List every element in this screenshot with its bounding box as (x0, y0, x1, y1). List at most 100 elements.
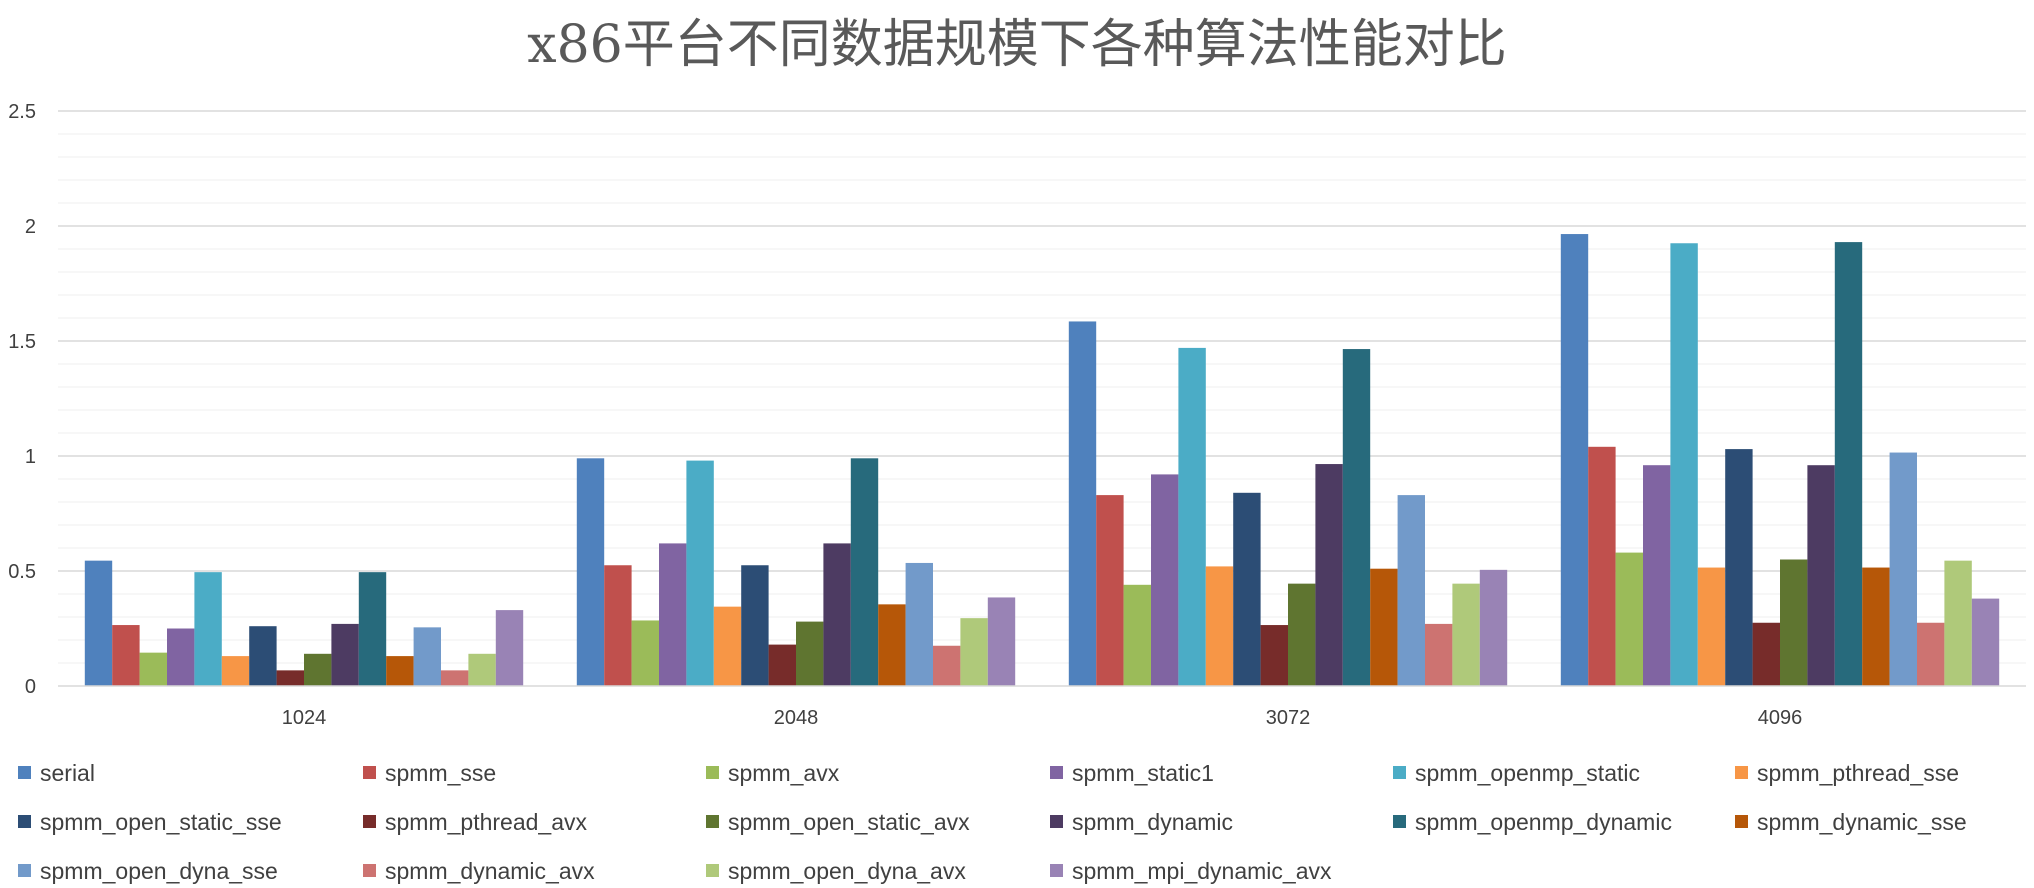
bar (304, 653, 332, 686)
bar (987, 597, 1016, 686)
bar (741, 565, 769, 686)
x-axis-categories: 1024 2048 3072 4096 (282, 707, 1803, 729)
bar (1971, 598, 2000, 686)
legend-label: spmm_dynamic_sse (1757, 809, 1967, 835)
bar (1862, 567, 1890, 686)
bar (1889, 452, 1917, 686)
y-tick-label: 1 (25, 446, 36, 468)
legend-label: spmm_mpi_dynamic_avx (1072, 858, 1332, 884)
y-tick-label: 0.5 (8, 561, 36, 583)
bar (1370, 568, 1398, 686)
legend-item: spmm_open_dyna_avx (706, 858, 966, 884)
bar (1425, 623, 1453, 686)
legend-item: spmm_openmp_dynamic (1393, 809, 1672, 835)
bar (905, 562, 933, 686)
legend-swatch (1393, 766, 1406, 779)
y-tick-label: 2 (25, 216, 36, 238)
legend-label: spmm_open_dyna_sse (40, 858, 278, 884)
legend-label: spmm_pthread_avx (385, 809, 587, 835)
legend-item: spmm_avx (706, 760, 840, 786)
legend-swatch (1050, 766, 1063, 779)
legend-item: spmm_openmp_static (1393, 760, 1640, 786)
bar (1725, 449, 1753, 686)
bar (1205, 566, 1234, 686)
legend-swatch (706, 864, 719, 877)
legend-swatch (1050, 815, 1063, 828)
bar (112, 625, 140, 686)
legend-swatch (1050, 864, 1063, 877)
legend-label: spmm_openmp_static (1415, 760, 1640, 786)
bar (796, 621, 824, 686)
legend-swatch (18, 864, 31, 877)
legend-swatch (706, 766, 719, 779)
legend-item: spmm_dynamic_sse (1735, 809, 1967, 835)
gridlines (58, 110, 2026, 664)
legend-item: spmm_open_static_avx (706, 809, 970, 835)
legend-swatch (363, 864, 376, 877)
y-tick-label: 0 (25, 676, 36, 698)
legend: serial spmm_sse spmm_avx spmm_static1 spmm_o… (18, 760, 1967, 884)
x-category-label: 1024 (282, 707, 327, 729)
legend-label: spmm_open_static_sse (40, 809, 282, 835)
legend-item: spmm_open_static_sse (18, 809, 282, 835)
legend-swatch (706, 815, 719, 828)
bar (1670, 243, 1698, 686)
bar (960, 618, 988, 686)
bar (1096, 495, 1124, 686)
bar (850, 458, 879, 686)
bar (1834, 242, 1863, 686)
bar (194, 572, 222, 686)
bar (1068, 321, 1097, 686)
bar (768, 644, 796, 686)
bar (221, 656, 250, 686)
bar (1397, 495, 1425, 686)
bar (713, 606, 742, 686)
bar (878, 604, 906, 686)
y-tick-label: 1.5 (8, 331, 36, 353)
y-axis-ticks: 0 0.5 1 1.5 2 2.5 (8, 101, 36, 698)
bar (1615, 552, 1643, 686)
bar (413, 627, 441, 686)
legend-label: spmm_sse (385, 760, 496, 786)
bar (1123, 584, 1151, 686)
bar (1560, 234, 1589, 687)
bar (1643, 465, 1671, 686)
bar (331, 623, 359, 686)
bar (1944, 560, 1972, 686)
legend-label: spmm_pthread_sse (1757, 760, 1959, 786)
legend-swatch (1735, 766, 1748, 779)
bar (1780, 559, 1808, 686)
bar (441, 670, 469, 686)
legend-label: spmm_openmp_dynamic (1415, 809, 1672, 835)
bar (1315, 464, 1343, 686)
bar (1178, 347, 1206, 686)
bar (604, 565, 632, 686)
y-tick-label: 2.5 (8, 101, 36, 123)
bar (1588, 446, 1616, 686)
bar (933, 645, 961, 686)
legend-item: spmm_sse (363, 760, 496, 786)
legend-label: spmm_dynamic_avx (385, 858, 595, 884)
bar (576, 458, 605, 686)
bar (1697, 567, 1726, 686)
legend-item: spmm_static1 (1050, 760, 1214, 786)
legend-label: spmm_open_dyna_avx (728, 858, 966, 884)
bar (1288, 583, 1316, 686)
legend-label: spmm_open_static_avx (728, 809, 970, 835)
bar (1233, 492, 1261, 686)
x-category-label: 2048 (774, 707, 819, 729)
legend-item: spmm_mpi_dynamic_avx (1050, 858, 1332, 884)
bar (1151, 474, 1179, 686)
bar (659, 543, 687, 686)
bar (139, 652, 167, 686)
bar (631, 620, 659, 686)
chart-title: x86平台不同数据规模下各种算法性能对比 (527, 15, 1507, 75)
bar (1752, 622, 1780, 686)
bar (1452, 583, 1480, 686)
legend-label: spmm_dynamic (1072, 809, 1233, 835)
legend-swatch (18, 766, 31, 779)
legend-item: spmm_pthread_avx (363, 809, 587, 835)
bar (686, 460, 714, 686)
legend-swatch (1393, 815, 1406, 828)
